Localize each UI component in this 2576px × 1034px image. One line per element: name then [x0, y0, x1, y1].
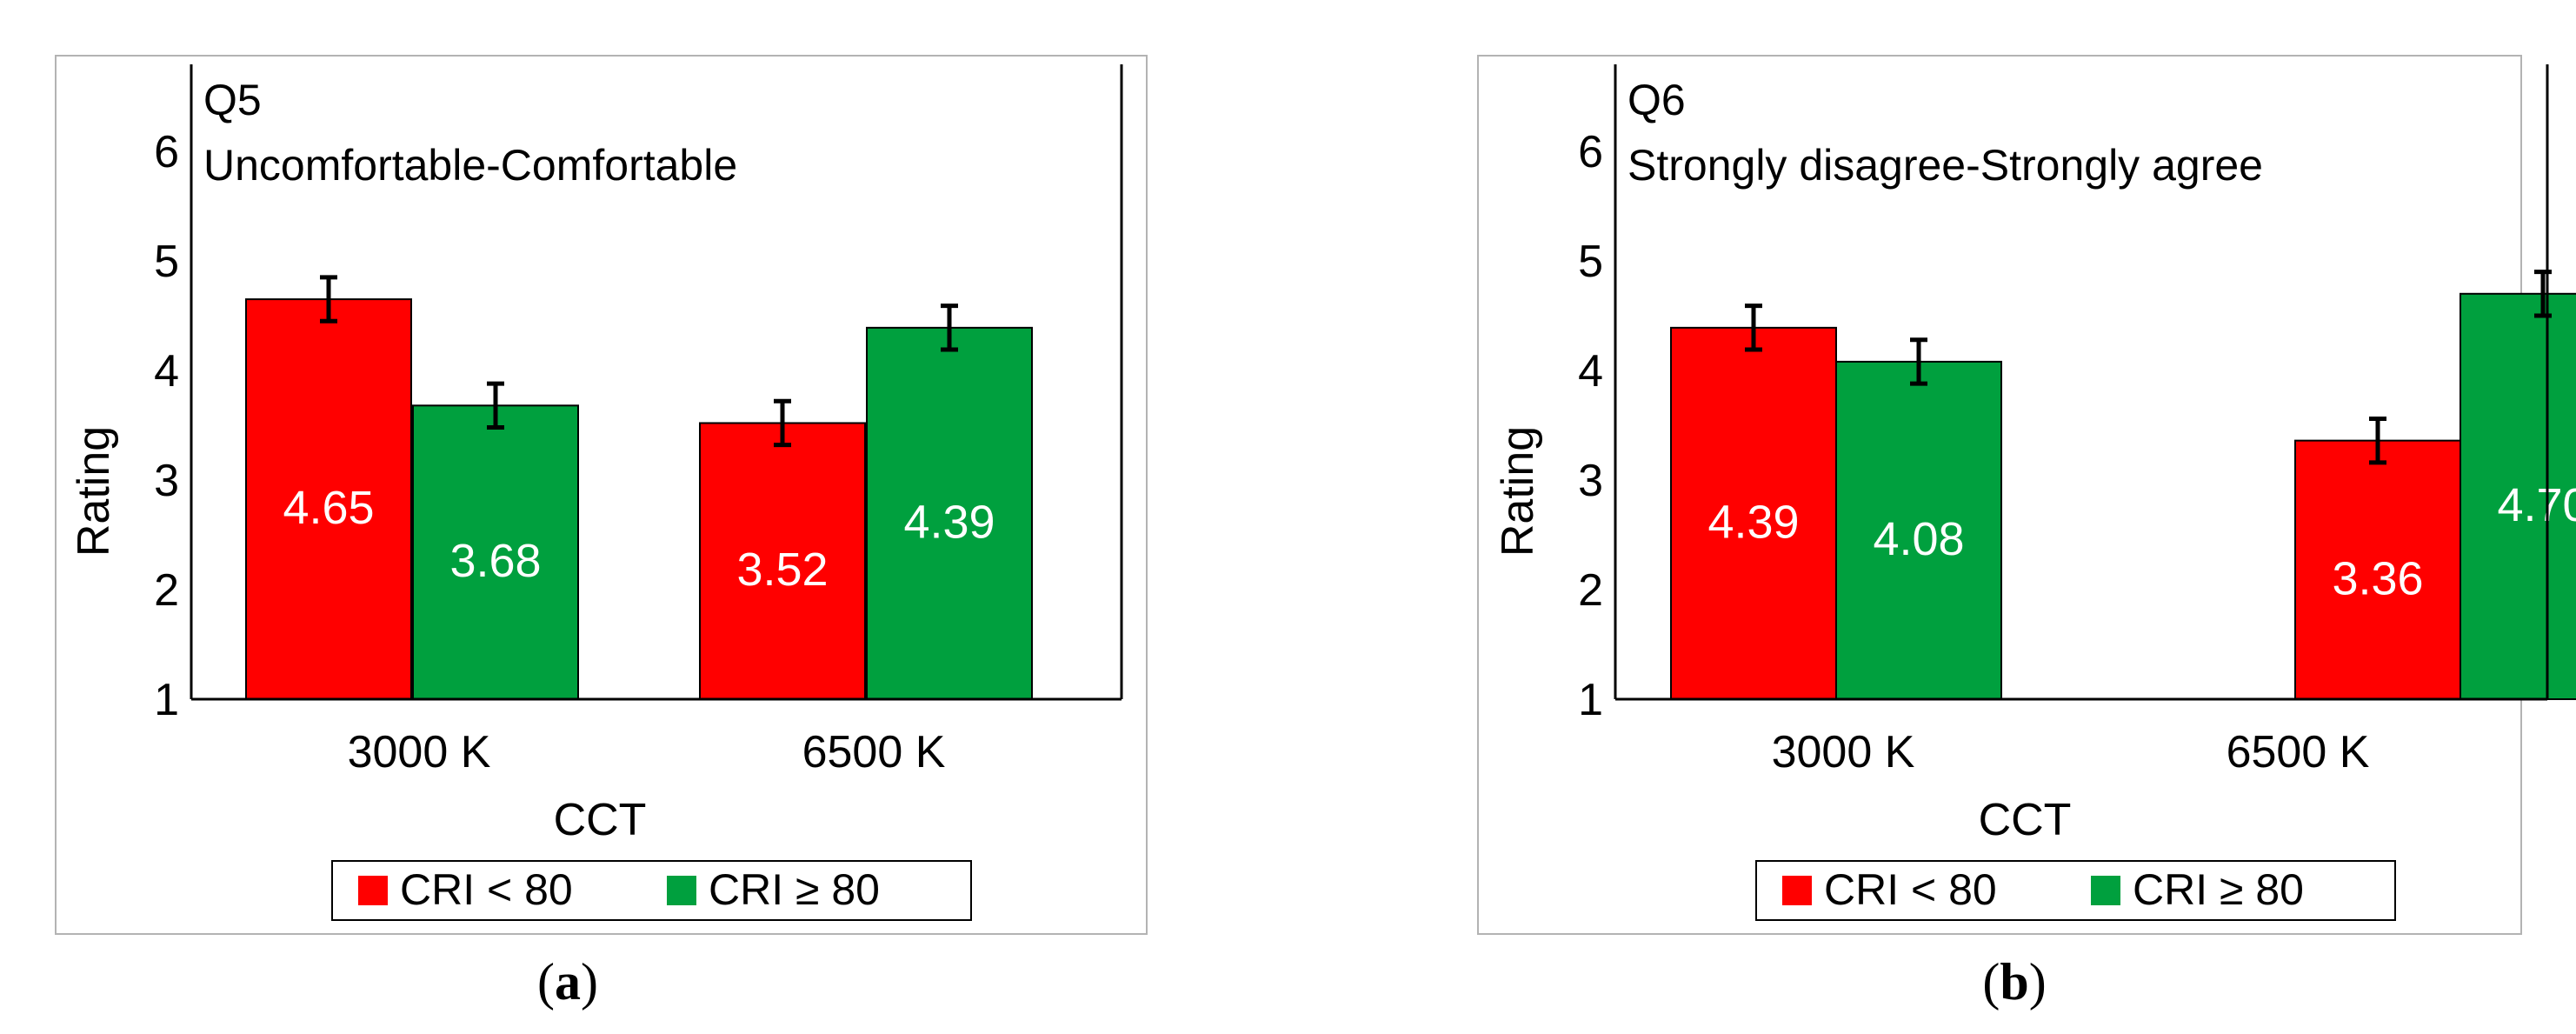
bar-b-0-0 — [1670, 326, 1837, 700]
caption-b-letter: b — [2000, 953, 2029, 1011]
y-tick-label: 5 — [154, 237, 179, 287]
chart-title: Strongly disagree-Strongly agree — [1627, 141, 2263, 190]
y-tick-label: 3 — [154, 456, 179, 506]
bar-value-label: 4.70 — [2497, 479, 2576, 531]
y-tick-label: 4 — [1578, 346, 1603, 397]
legend-swatch — [1782, 876, 1812, 905]
bar-value-label: 4.08 — [1873, 513, 1964, 565]
y-tick-label: 5 — [1578, 237, 1603, 287]
bar-value-label: 4.39 — [903, 496, 995, 548]
x-tick-label: 3000 K — [348, 727, 491, 777]
y-tick-label: 6 — [154, 127, 179, 177]
bar-value-label: 3.52 — [736, 544, 828, 596]
chart-title: Uncomfortable-Comfortable — [203, 141, 737, 190]
bar-value-label: 4.65 — [283, 482, 374, 534]
question-label: Q6 — [1627, 76, 1686, 124]
y-tick-label: 4 — [154, 346, 179, 397]
legend-label: CRI < 80 — [400, 865, 573, 914]
y-tick-label: 1 — [154, 675, 179, 725]
y-axis-label: Rating — [69, 426, 119, 557]
bar-a-1-0 — [699, 422, 866, 700]
chart-panel-b: 4.39 4.08 3000 K 3.36 4.70 6500 K 1 2 3 4 5 6 Q6 Stro… — [1477, 55, 2576, 935]
chart-panel-a: 4.65 3.68 3000 K 3.52 4.39 6500 K 1 2 3 4 5 6 Q5 Unco… — [55, 55, 1148, 935]
legend-swatch — [667, 876, 696, 905]
x-tick-label: 3000 K — [1772, 727, 1915, 777]
bar-value-label: 3.68 — [449, 535, 541, 587]
y-tick-label: 6 — [1578, 127, 1603, 177]
caption-a: (a) — [537, 953, 598, 1011]
x-tick-label: 6500 K — [2227, 727, 2370, 777]
y-tick-label: 2 — [1578, 565, 1603, 616]
bar-a-1-1 — [866, 326, 1033, 700]
legend-label: CRI ≥ 80 — [2133, 865, 2304, 914]
bar-value-label: 4.39 — [1707, 496, 1799, 548]
legend-swatch — [2091, 876, 2120, 905]
legend-box — [331, 860, 972, 921]
bar-b-1-0 — [2294, 439, 2461, 700]
caption-a-letter: a — [555, 953, 581, 1011]
x-axis-label: CCT — [1979, 795, 2072, 845]
caption-b: (b) — [1982, 953, 2047, 1011]
panel-frame — [55, 55, 1148, 935]
x-tick-label: 6500 K — [802, 727, 946, 777]
bar-value-label: 3.36 — [2332, 552, 2423, 604]
legend-label: CRI < 80 — [1824, 865, 1997, 914]
y-tick-label: 1 — [1578, 675, 1603, 725]
y-tick-label: 3 — [1578, 456, 1603, 506]
legend-swatch — [358, 876, 388, 905]
x-axis-label: CCT — [554, 795, 647, 845]
legend-label: CRI ≥ 80 — [709, 865, 880, 914]
question-label: Q5 — [203, 76, 262, 124]
y-axis-label: Rating — [1493, 426, 1543, 557]
legend-box — [1755, 860, 2396, 921]
y-tick-label: 2 — [154, 565, 179, 616]
